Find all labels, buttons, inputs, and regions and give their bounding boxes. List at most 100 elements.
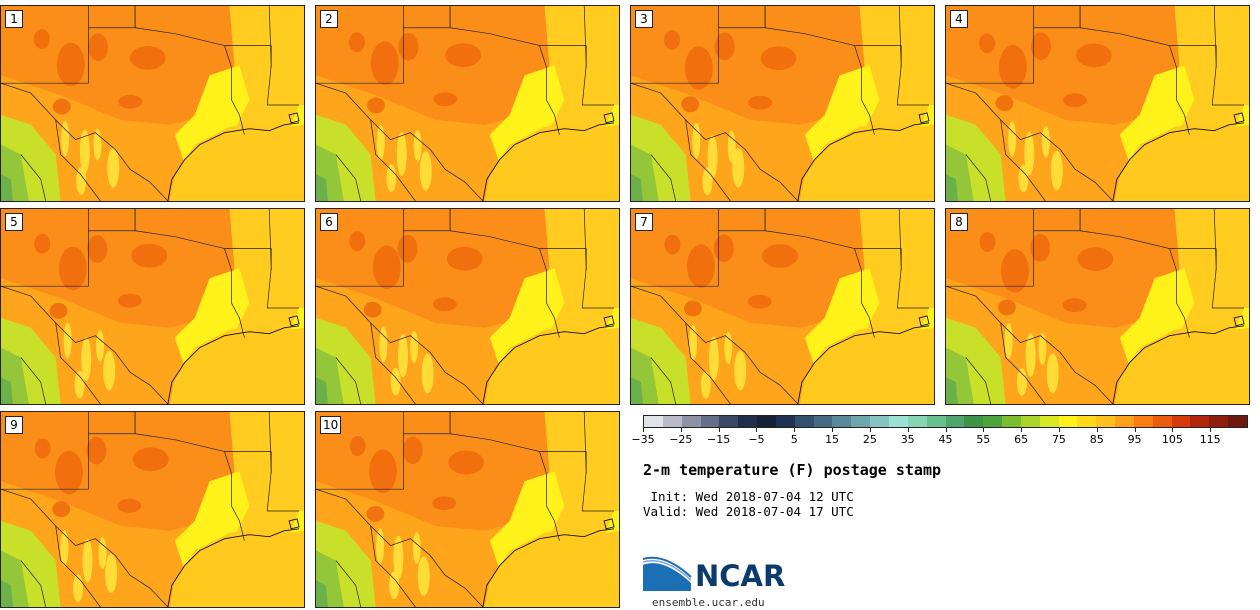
ncar-swoosh-icon — [643, 553, 692, 591]
colorbar-tick-mark — [756, 428, 758, 432]
colorbar-tick-label: 85 — [1089, 433, 1104, 446]
colorbar-tick-label: 45 — [938, 433, 953, 446]
colorbar-segment — [888, 416, 908, 427]
colorbar-segment — [1190, 416, 1210, 427]
colorbar-segment — [757, 416, 776, 427]
colorbar-tick-mark — [718, 428, 720, 432]
colorbar-segment — [926, 416, 946, 427]
temperature-map — [946, 209, 1249, 404]
colorbar-segment — [907, 416, 927, 427]
colorbar-tick-label: 115 — [1199, 433, 1221, 446]
colorbar-tick-label: 5 — [790, 433, 798, 446]
postage-stamp-panel: 9 — [0, 411, 305, 608]
colorbar-tick-label: 95 — [1127, 433, 1142, 446]
colorbar-tick-label: 15 — [825, 433, 840, 446]
colorbar-segment — [964, 416, 984, 427]
colorbar-tick-mark — [983, 428, 985, 432]
ncar-logo: NCAR — [643, 553, 803, 595]
colorbar-tick-mark — [680, 428, 682, 432]
colorbar-segment — [983, 416, 1003, 427]
valid-time: Valid: Wed 2018-07-04 17 UTC — [643, 504, 854, 519]
member-number-label: 1 — [5, 10, 23, 28]
postage-stamp-panel: 2 — [315, 5, 620, 202]
postage-stamp-panel: 8 — [945, 208, 1250, 405]
colorbar-tick-mark — [945, 428, 947, 432]
colorbar-tick-mark — [1172, 428, 1174, 432]
init-time: Init: Wed 2018-07-04 12 UTC — [643, 489, 854, 504]
colorbar-segment — [700, 416, 720, 427]
colorbar-tick-mark — [1058, 428, 1060, 432]
colorbar-segment — [1152, 416, 1172, 427]
member-number-label: 6 — [320, 213, 338, 231]
postage-stamp-panel: 6 — [315, 208, 620, 405]
colorbar-segment — [662, 416, 682, 427]
colorbar-segment — [1077, 416, 1097, 427]
temperature-map — [1, 209, 304, 404]
colorbar-segment — [681, 416, 701, 427]
colorbar-segment — [1115, 416, 1134, 427]
postage-stamp-panel: 10 — [315, 411, 620, 608]
temperature-map — [316, 412, 619, 607]
colorbar-tick-label: 75 — [1051, 433, 1066, 446]
colorbar-tick-mark — [1021, 428, 1023, 432]
colorbar-tick-label: 105 — [1161, 433, 1183, 446]
colorbar-tick-mark — [832, 428, 834, 432]
member-number-label: 4 — [950, 10, 968, 28]
member-number-label: 2 — [320, 10, 338, 28]
colorbar-segment — [719, 416, 739, 427]
postage-stamp-panel: 7 — [630, 208, 935, 405]
colorbar-segment — [1133, 416, 1153, 427]
colorbar-segment — [1020, 416, 1040, 427]
colorbar-segment — [832, 416, 852, 427]
member-number-label: 7 — [635, 213, 653, 231]
colorbar-tick-label: −35 — [631, 433, 655, 446]
postage-stamp-panel: 1 — [0, 5, 305, 202]
colorbar-tick-mark — [1096, 428, 1098, 432]
colorbar-tick-label: 35 — [900, 433, 915, 446]
colorbar-segment — [1039, 416, 1059, 427]
colorbar-segment — [945, 416, 965, 427]
colorbar-tick-label: −25 — [669, 433, 693, 446]
temperature-map — [1, 6, 304, 201]
postage-stamp-panel: 4 — [945, 5, 1250, 202]
map-title: 2-m temperature (F) postage stamp — [643, 461, 942, 479]
temperature-map — [316, 6, 619, 201]
colorbar-tick-mark — [794, 428, 796, 432]
colorbar-tick-mark — [869, 428, 871, 432]
member-number-label: 9 — [5, 416, 23, 434]
colorbar-tick-label: 65 — [1014, 433, 1029, 446]
member-number-label: 10 — [320, 416, 342, 434]
temperature-map — [631, 209, 934, 404]
colorbar-segment — [1209, 416, 1229, 427]
colorbar-tick-label: 55 — [976, 433, 991, 446]
forecast-times: Init: Wed 2018-07-04 12 UTC Valid: Wed 2… — [643, 489, 854, 519]
colorbar-segment — [1171, 416, 1191, 427]
colorbar-tick-label: −5 — [748, 433, 765, 446]
temperature-map — [1, 412, 304, 607]
colorbar-segment — [775, 416, 795, 427]
colorbar-segment — [1058, 416, 1078, 427]
colorbar-segment — [738, 416, 758, 427]
colorbar-tick-mark — [1134, 428, 1136, 432]
colorbar-tick-labels: −35 −25 −15 −5 5 15 25 35 45 55 65 75 85 95 105 115 — [631, 428, 1248, 446]
postage-stamp-panel: 5 — [0, 208, 305, 405]
colorbar-segment — [813, 416, 833, 427]
colorbar-tick-label: 25 — [862, 433, 877, 446]
colorbar-segment — [1002, 416, 1021, 427]
member-number-label: 3 — [635, 10, 653, 28]
member-number-label: 5 — [5, 213, 23, 231]
postage-stamp-panel: 3 — [630, 5, 935, 202]
colorbar-tick-label: −15 — [707, 433, 731, 446]
temperature-map — [631, 6, 934, 201]
colorbar-tick-mark — [907, 428, 909, 432]
colorbar-segment — [1228, 416, 1247, 427]
ensemble-url: ensemble.ucar.edu — [652, 596, 765, 609]
temperature-colorbar — [643, 415, 1248, 428]
colorbar-tick-mark — [1210, 428, 1212, 432]
colorbar-segment — [870, 416, 889, 427]
colorbar-segment — [644, 416, 663, 427]
temperature-map — [316, 209, 619, 404]
colorbar-segment — [851, 416, 871, 427]
member-number-label: 8 — [950, 213, 968, 231]
colorbar-segment — [794, 416, 814, 427]
